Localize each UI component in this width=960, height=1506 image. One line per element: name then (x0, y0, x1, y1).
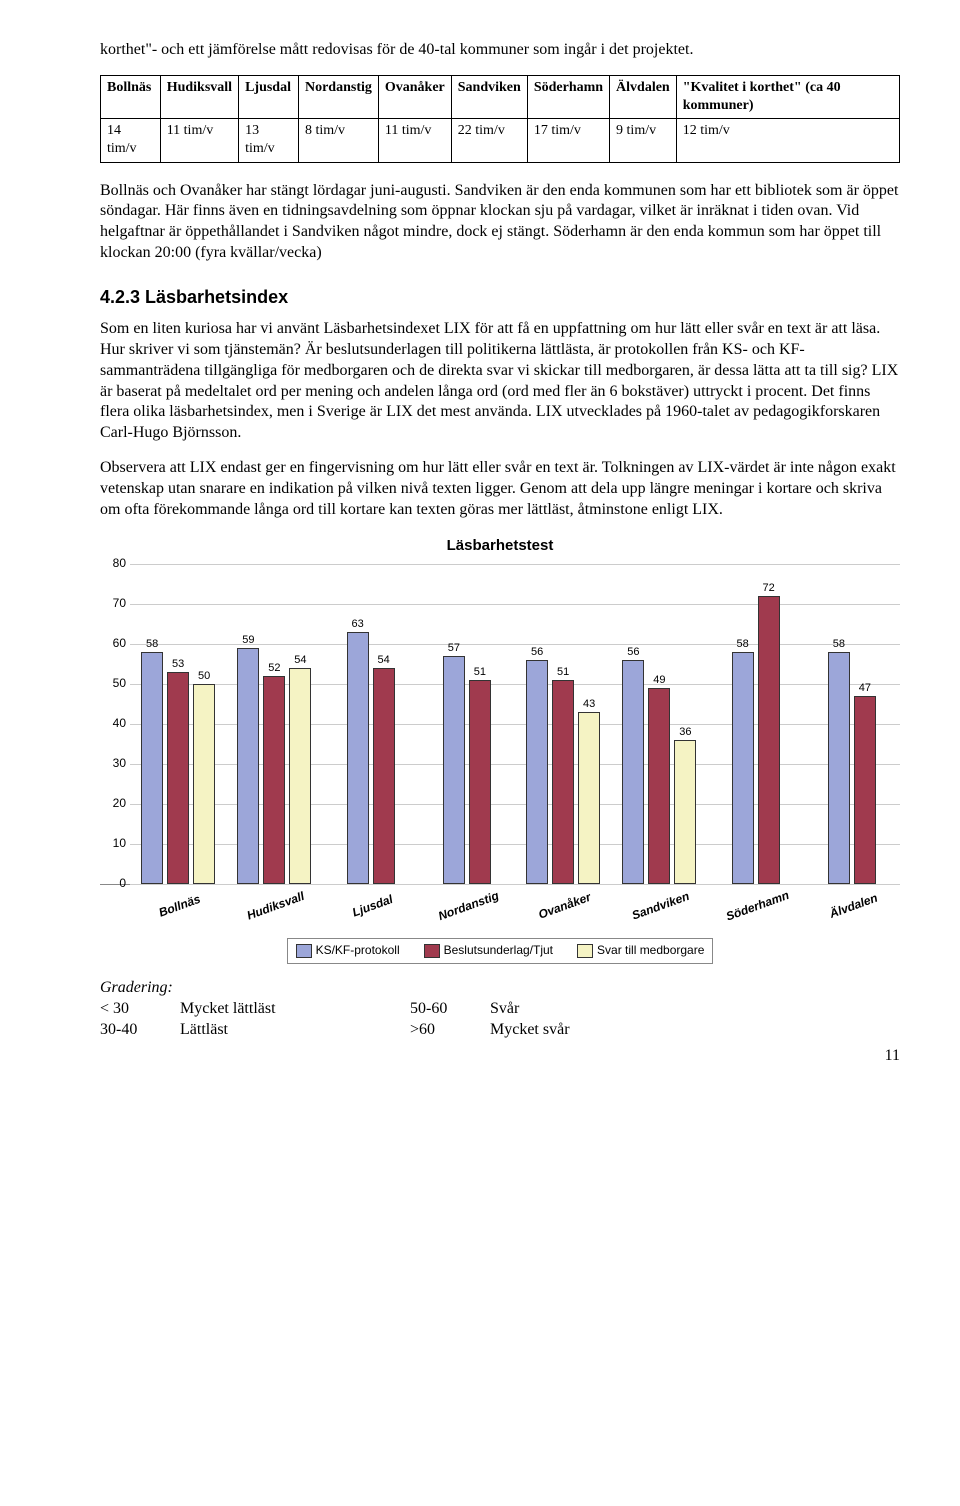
table-header: Ovanåker (378, 75, 451, 118)
chart-group: 565143 (515, 564, 611, 884)
readability-chart: 0102030405060708058535059525463545751565… (100, 564, 900, 964)
grading-table: Gradering: < 30Mycket lättläst50-60Svår3… (100, 978, 900, 1040)
legend-item: KS/KF-protokoll (296, 943, 400, 959)
table-header: Bollnäs (101, 75, 161, 118)
chart-bar: 57 (443, 656, 465, 884)
chart-bar: 51 (552, 680, 574, 884)
chart-bar: 47 (854, 696, 876, 884)
table-cell: 14 tim/v (101, 119, 161, 162)
legend-swatch (296, 944, 312, 958)
table-header: Hudiksvall (160, 75, 238, 118)
table-cell: 13 tim/v (239, 119, 299, 162)
table-header: Söderhamn (527, 75, 609, 118)
y-axis-label: 20 (100, 796, 126, 812)
chart-bar: 59 (237, 648, 259, 884)
grading-row: < 30Mycket lättläst50-60Svår (100, 999, 900, 1020)
bar-value-label: 52 (268, 661, 280, 675)
chart-legend: KS/KF-protokoll Beslutsunderlag/Tjut Svar … (287, 938, 714, 964)
chart-group: 5751 (419, 564, 515, 884)
bar-value-label: 54 (378, 653, 390, 667)
chart-bar: 49 (648, 688, 670, 884)
chart-title: Läsbarhetstest (100, 536, 900, 556)
legend-swatch (577, 944, 593, 958)
lix-para-2: Observera att LIX endast ger en fingervi… (100, 458, 900, 520)
chart-bar: 52 (263, 676, 285, 884)
table-header: Sandviken (451, 75, 527, 118)
chart-bar: 56 (622, 660, 644, 884)
section-heading: 4.2.3 Läsbarhetsindex (100, 286, 900, 309)
y-axis-label: 80 (100, 556, 126, 572)
bar-value-label: 51 (474, 665, 486, 679)
table-cell: 22 tim/v (451, 119, 527, 162)
chart-bar: 58 (141, 652, 163, 884)
grading-row: 30-40Lättläst>60Mycket svår (100, 1020, 900, 1041)
bar-value-label: 53 (172, 657, 184, 671)
chart-bar: 36 (674, 740, 696, 884)
bar-value-label: 58 (737, 637, 749, 651)
chart-bar: 63 (347, 632, 369, 884)
table-header: Ljusdal (239, 75, 299, 118)
chart-bar: 51 (469, 680, 491, 884)
opening-hours-table: BollnäsHudiksvallLjusdalNordanstigOvanåk… (100, 75, 900, 163)
table-cell: 17 tim/v (527, 119, 609, 162)
y-axis-label: 30 (100, 756, 126, 772)
table-header: Nordanstig (298, 75, 378, 118)
bar-value-label: 56 (531, 645, 543, 659)
chart-bar: 56 (526, 660, 548, 884)
chart-bar: 72 (758, 596, 780, 884)
y-axis-label: 50 (100, 676, 126, 692)
chart-group: 564936 (611, 564, 707, 884)
bar-value-label: 50 (198, 669, 210, 683)
chart-group: 5872 (708, 564, 804, 884)
chart-group: 6354 (323, 564, 419, 884)
y-axis-label: 70 (100, 596, 126, 612)
chart-group: 595254 (226, 564, 322, 884)
bar-value-label: 36 (679, 725, 691, 739)
legend-item: Svar till medborgare (577, 943, 704, 959)
table-cell: 11 tim/v (378, 119, 451, 162)
table-cell: 11 tim/v (160, 119, 238, 162)
bar-value-label: 51 (557, 665, 569, 679)
bar-value-label: 57 (448, 641, 460, 655)
chart-bar: 54 (373, 668, 395, 884)
bar-value-label: 58 (833, 637, 845, 651)
chart-bar: 58 (828, 652, 850, 884)
chart-bar: 53 (167, 672, 189, 884)
y-axis-label: 60 (100, 636, 126, 652)
bar-value-label: 63 (352, 617, 364, 631)
chart-bar: 50 (193, 684, 215, 884)
table-cell: 12 tim/v (676, 119, 899, 162)
table-header: "Kvalitet i korthet" (ca 40 kommuner) (676, 75, 899, 118)
chart-bar: 43 (578, 712, 600, 884)
chart-bar: 54 (289, 668, 311, 884)
bar-value-label: 59 (242, 633, 254, 647)
chart-group: 5847 (804, 564, 900, 884)
bar-value-label: 54 (294, 653, 306, 667)
table-cell: 9 tim/v (610, 119, 677, 162)
bar-value-label: 72 (763, 581, 775, 595)
lix-para-1: Som en liten kuriosa har vi använt Läsba… (100, 319, 900, 444)
bar-value-label: 43 (583, 697, 595, 711)
para-after-table: Bollnäs och Ovanåker har stängt lördagar… (100, 181, 900, 264)
chart-group: 585350 (130, 564, 226, 884)
legend-item: Beslutsunderlag/Tjut (424, 943, 553, 959)
y-axis-label: 40 (100, 716, 126, 732)
bar-value-label: 56 (627, 645, 639, 659)
table-cell: 8 tim/v (298, 119, 378, 162)
intro-paragraph: korthet"- och ett jämförelse mått redovi… (100, 40, 900, 61)
table-header: Älvdalen (610, 75, 677, 118)
bar-value-label: 58 (146, 637, 158, 651)
y-axis-label: 10 (100, 836, 126, 852)
y-axis-label: 0 (100, 876, 126, 892)
legend-swatch (424, 944, 440, 958)
bar-value-label: 49 (653, 673, 665, 687)
page-number: 11 (100, 1046, 900, 1067)
bar-value-label: 47 (859, 681, 871, 695)
chart-bar: 58 (732, 652, 754, 884)
